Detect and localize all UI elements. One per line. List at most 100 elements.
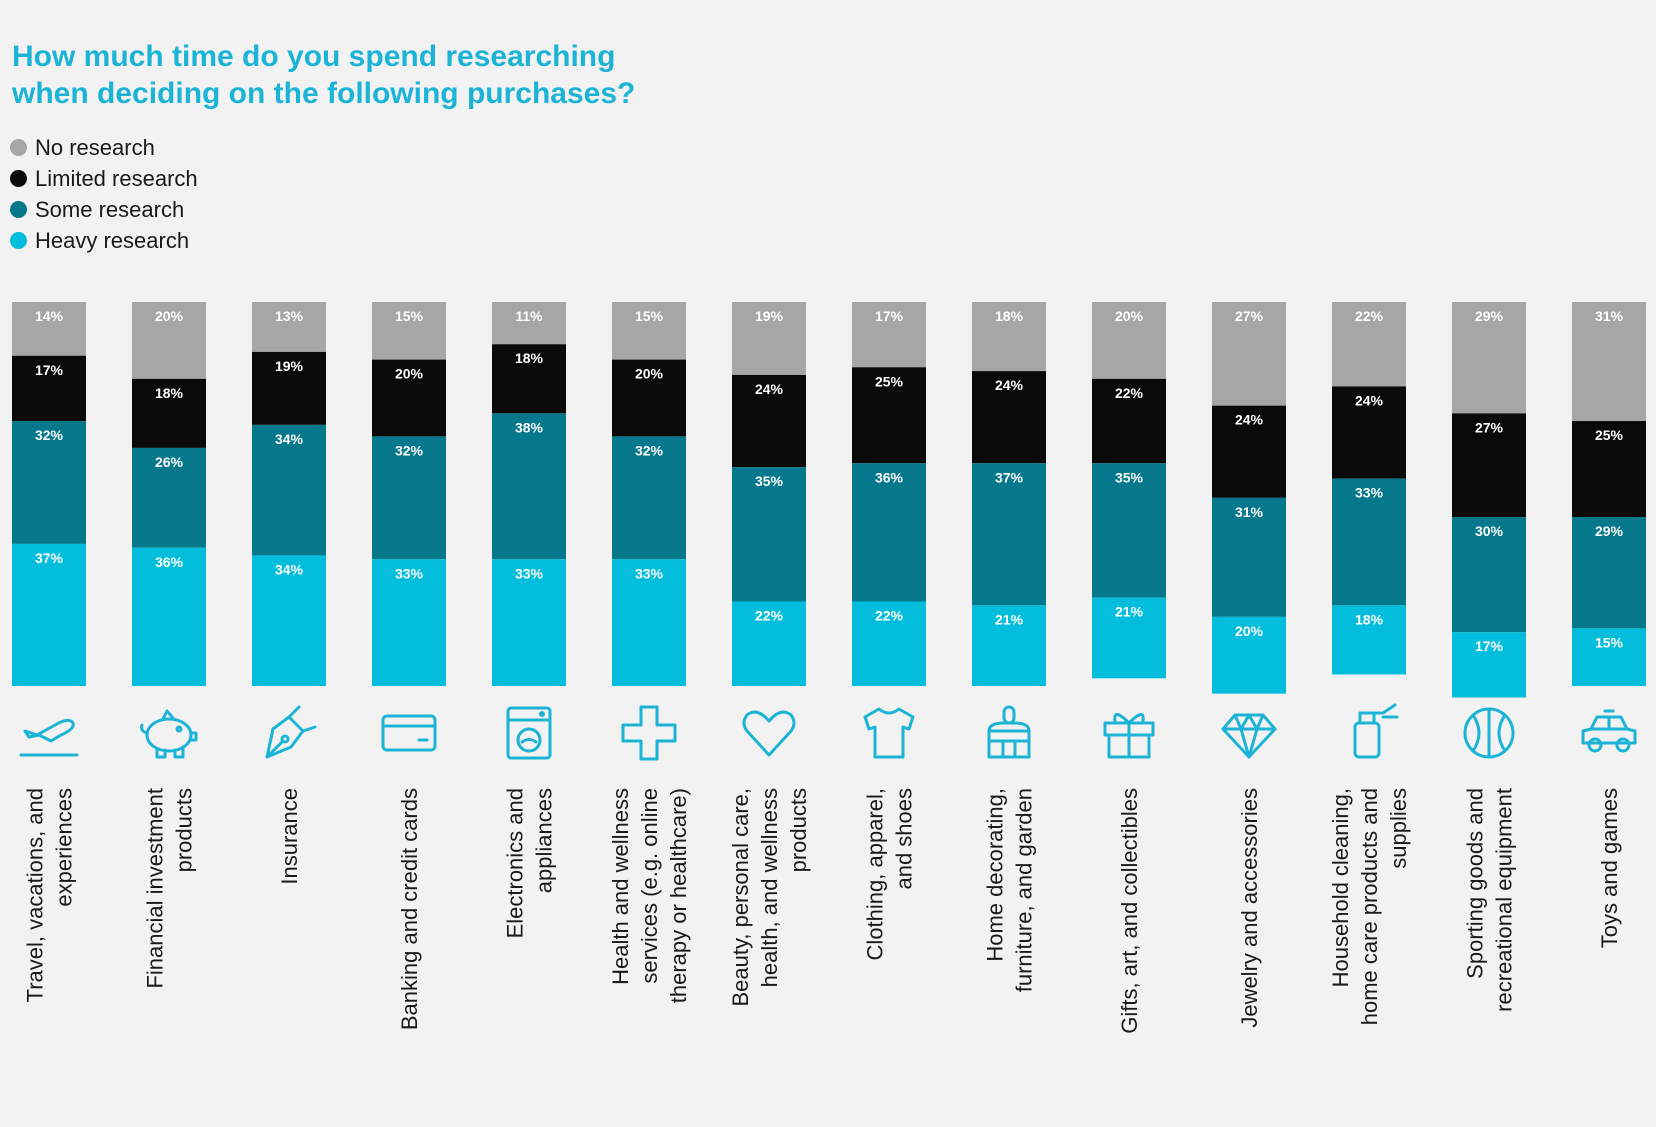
bar-segment-limited-research-sporting-goods-and-recreational-equipment — [1452, 413, 1526, 518]
category-label-jewelry-and-accessories: Jewelry and accessories — [1237, 788, 1262, 1028]
data-label-heavy-research-insurance: 34% — [275, 561, 304, 577]
car-icon — [1581, 709, 1637, 753]
heart-icon — [742, 710, 796, 757]
category-label-line: health, and wellness — [757, 788, 782, 987]
data-label-some-research-health-and-wellness-services-e-g-online-therapy-or-healthcare: 32% — [635, 442, 664, 458]
category-label-line: supplies — [1386, 788, 1411, 869]
data-label-some-research-toys-and-games: 29% — [1595, 523, 1624, 539]
legend: No research Limited research Some resear… — [10, 132, 198, 256]
legend-item-no-research: No research — [10, 132, 198, 163]
data-label-no-research-home-decorating-furniture-and-garden: 18% — [995, 308, 1024, 324]
bar-segment-some-research-sporting-goods-and-recreational-equipment — [1452, 517, 1526, 633]
data-label-limited-research-electronics-and-appliances: 18% — [515, 350, 544, 366]
bar-segment-some-research-gifts-art-and-collectibles — [1092, 463, 1166, 598]
legend-swatch-limited-research — [10, 170, 27, 187]
bar-segment-limited-research-beauty-personal-care-health-and-wellness-products — [732, 374, 806, 468]
data-label-no-research-insurance: 13% — [275, 308, 304, 324]
category-label-line: recreational equipment — [1492, 788, 1517, 1012]
legend-swatch-no-research — [10, 139, 27, 156]
category-label-line: products — [786, 788, 811, 872]
data-label-limited-research-sporting-goods-and-recreational-equipment: 27% — [1475, 419, 1504, 435]
bar-segment-no-research-health-and-wellness-services-e-g-online-therapy-or-healthcare — [612, 302, 686, 360]
data-label-heavy-research-electronics-and-appliances: 33% — [515, 565, 544, 581]
bar-segment-heavy-research-household-cleaning-home-care-products-and-supplies — [1332, 605, 1406, 675]
data-label-limited-research-financial-investment-products: 18% — [155, 385, 184, 401]
category-label-sporting-goods-and-recreational-equipment: Sporting goods and recreational equipment — [1463, 788, 1517, 1012]
data-label-heavy-research-travel-vacations-and-experiences: 37% — [35, 550, 64, 566]
data-label-heavy-research-banking-and-credit-cards: 33% — [395, 565, 424, 581]
data-label-no-research-household-cleaning-home-care-products-and-supplies: 22% — [1355, 308, 1384, 324]
airplane-icon — [19, 718, 79, 757]
legend-label-no-research: No research — [35, 134, 155, 160]
bar-segment-no-research-gifts-art-and-collectibles — [1092, 302, 1166, 379]
category-label-line: Travel, vacations, and — [23, 788, 48, 1002]
bar-segment-limited-research-financial-investment-products — [132, 378, 206, 448]
bar-segment-no-research-travel-vacations-and-experiences — [12, 302, 86, 356]
data-label-some-research-electronics-and-appliances: 38% — [515, 419, 544, 435]
data-label-some-research-sporting-goods-and-recreational-equipment: 30% — [1475, 523, 1504, 539]
category-label-household-cleaning-home-care-products-and-supplies: Household cleaning, home care products an… — [1328, 788, 1411, 1025]
category-label-line: Toys and games — [1597, 788, 1622, 948]
data-label-no-research-toys-and-games: 31% — [1595, 308, 1624, 324]
bar-segment-some-research-jewelry-and-accessories — [1212, 497, 1286, 617]
bar-segment-some-research-insurance — [252, 424, 326, 556]
category-label-line: therapy or healthcare) — [666, 788, 691, 1003]
bar-segment-heavy-research-jewelry-and-accessories — [1212, 616, 1286, 694]
diamond-icon — [1221, 713, 1277, 759]
legend-item-some-research: Some research — [10, 194, 198, 225]
bar-segment-some-research-toys-and-games — [1572, 517, 1646, 629]
category-label-line: services (e.g. online — [637, 788, 662, 984]
paint-brush-icon — [987, 705, 1031, 759]
data-label-limited-research-beauty-personal-care-health-and-wellness-products: 24% — [755, 381, 784, 397]
bar-segment-heavy-research-insurance — [252, 555, 326, 686]
data-label-limited-research-clothing-apparel-and-shoes: 25% — [875, 373, 904, 389]
spray-bottle-icon — [1353, 703, 1399, 759]
data-label-limited-research-gifts-art-and-collectibles: 22% — [1115, 385, 1144, 401]
category-label-banking-and-credit-cards: Banking and credit cards — [397, 788, 422, 1030]
data-label-heavy-research-home-decorating-furniture-and-garden: 21% — [995, 611, 1024, 627]
legend-label-heavy-research: Heavy research — [35, 227, 190, 253]
category-label-line: experiences — [52, 788, 77, 907]
category-label-electronics-and-appliances: Electronics and appliances — [503, 788, 557, 938]
category-label-financial-investment-products: Financial investment products — [143, 788, 197, 989]
bar-segment-heavy-research-electronics-and-appliances — [492, 559, 566, 686]
piggy-bank-icon — [140, 709, 198, 759]
data-label-limited-research-household-cleaning-home-care-products-and-supplies: 24% — [1355, 392, 1384, 408]
bar-segment-heavy-research-beauty-personal-care-health-and-wellness-products — [732, 601, 806, 686]
data-label-limited-research-jewelry-and-accessories: 24% — [1235, 412, 1264, 428]
bar-segment-heavy-research-home-decorating-furniture-and-garden — [972, 605, 1046, 686]
bar-segment-heavy-research-sporting-goods-and-recreational-equipment — [1452, 632, 1526, 698]
data-label-no-research-gifts-art-and-collectibles: 20% — [1115, 308, 1144, 324]
bar-segment-some-research-household-cleaning-home-care-products-and-supplies — [1332, 478, 1406, 606]
bar-segment-limited-research-toys-and-games — [1572, 421, 1646, 518]
category-label-line: appliances — [532, 788, 557, 893]
data-label-some-research-insurance: 34% — [275, 431, 304, 447]
bar-segment-heavy-research-banking-and-credit-cards — [372, 559, 446, 686]
data-label-heavy-research-clothing-apparel-and-shoes: 22% — [875, 608, 904, 624]
category-label-line: Electronics and — [503, 788, 528, 938]
category-label-line: furniture, and garden — [1012, 788, 1037, 992]
data-label-heavy-research-sporting-goods-and-recreational-equipment: 17% — [1475, 638, 1504, 654]
category-label-line: Financial investment — [143, 788, 168, 989]
bar-segment-heavy-research-gifts-art-and-collectibles — [1092, 597, 1166, 679]
legend-item-limited-research: Limited research — [10, 163, 198, 194]
category-label-line: Insurance — [277, 788, 302, 885]
data-label-no-research-jewelry-and-accessories: 27% — [1235, 308, 1264, 324]
pen-icon — [265, 705, 317, 759]
credit-card-icon — [381, 714, 437, 752]
bar-segment-limited-research-home-decorating-furniture-and-garden — [972, 371, 1046, 464]
bar-segment-no-research-home-decorating-furniture-and-garden — [972, 302, 1046, 372]
category-label-gifts-art-and-collectibles: Gifts, art, and collectibles — [1117, 788, 1142, 1034]
bar-segment-limited-research-banking-and-credit-cards — [372, 359, 446, 437]
gift-icon — [1103, 713, 1155, 759]
category-label-health-and-wellness-services-e-g-online-therapy-or-healthcare: Health and wellness services (e.g. online… — [608, 788, 691, 1003]
category-label-line: Gifts, art, and collectibles — [1117, 788, 1142, 1034]
data-label-some-research-clothing-apparel-and-shoes: 36% — [875, 469, 904, 485]
bar-segment-no-research-beauty-personal-care-health-and-wellness-products — [732, 302, 806, 375]
bar-segment-some-research-clothing-apparel-and-shoes — [852, 463, 926, 602]
cross-icon — [621, 705, 677, 761]
legend-label-limited-research: Limited research — [35, 165, 198, 191]
data-label-heavy-research-financial-investment-products: 36% — [155, 554, 184, 570]
bar-segment-some-research-financial-investment-products — [132, 447, 206, 548]
bar-segment-no-research-banking-and-credit-cards — [372, 302, 446, 360]
